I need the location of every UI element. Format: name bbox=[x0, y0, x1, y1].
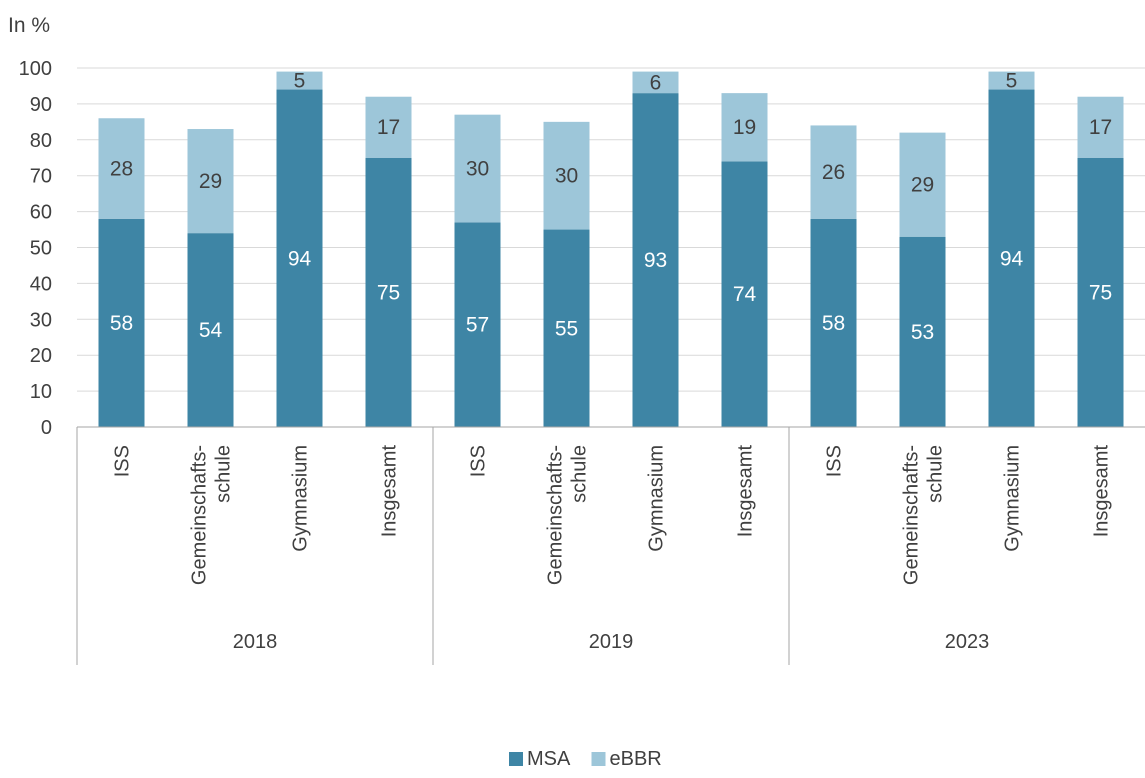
y-tick-label: 70 bbox=[30, 166, 52, 188]
y-tick-label: 50 bbox=[30, 238, 52, 260]
bar-ebbr-11 bbox=[988, 71, 1035, 90]
bar-ebbr-7 bbox=[632, 71, 679, 94]
bar-ebbr-6 bbox=[543, 121, 590, 230]
x-category-label: Insgesamt bbox=[735, 445, 757, 538]
x-category-label: Gymnasium bbox=[290, 445, 312, 552]
y-tick-label: 80 bbox=[30, 130, 52, 152]
legend-label-msa: MSA bbox=[527, 748, 571, 770]
y-tick-label: 100 bbox=[19, 58, 52, 80]
x-category-label: ISS bbox=[468, 445, 490, 477]
bar-msa-12 bbox=[1077, 157, 1124, 427]
x-category-label: ISS bbox=[112, 445, 134, 477]
bar-msa-2 bbox=[187, 233, 234, 427]
y-tick-label: 0 bbox=[41, 417, 52, 439]
y-axis-unit-label: In % bbox=[8, 14, 50, 37]
data-label-msa: 93 bbox=[644, 249, 667, 272]
data-label-msa: 94 bbox=[288, 247, 312, 270]
x-category-label: ISS bbox=[824, 445, 846, 477]
bar-ebbr-2 bbox=[187, 129, 234, 234]
data-label-msa: 58 bbox=[110, 312, 133, 335]
bar-msa-10 bbox=[899, 236, 946, 427]
data-label-ebbr: 19 bbox=[733, 116, 756, 139]
y-tick-label: 40 bbox=[30, 273, 52, 295]
data-label-msa: 94 bbox=[1000, 247, 1024, 270]
data-label-ebbr: 29 bbox=[199, 170, 222, 193]
data-label-ebbr: 26 bbox=[822, 161, 845, 184]
bar-msa-3 bbox=[276, 89, 323, 427]
data-label-msa: 58 bbox=[822, 312, 845, 335]
bar-msa-8 bbox=[721, 161, 768, 427]
x-category-label: Gemeinschafts-schule bbox=[901, 445, 947, 585]
bar-ebbr-4 bbox=[365, 96, 412, 158]
bar-msa-7 bbox=[632, 93, 679, 427]
x-category-label: Gymnasium bbox=[646, 445, 668, 552]
data-label-ebbr: 28 bbox=[110, 158, 133, 181]
x-category-label: Insgesamt bbox=[1091, 445, 1113, 538]
data-label-ebbr: 5 bbox=[1006, 70, 1018, 93]
bar-msa-1 bbox=[98, 218, 145, 427]
bar-msa-6 bbox=[543, 229, 590, 427]
x-group-label: 2023 bbox=[945, 631, 990, 653]
legend-swatch-ebbr bbox=[591, 752, 606, 766]
x-category-label: Gymnasium bbox=[1002, 445, 1024, 552]
bar-ebbr-10 bbox=[899, 132, 946, 237]
y-tick-label: 20 bbox=[30, 345, 52, 367]
y-tick-label: 60 bbox=[30, 202, 52, 224]
bar-msa-4 bbox=[365, 157, 412, 427]
data-label-ebbr: 30 bbox=[466, 158, 489, 181]
data-label-msa: 74 bbox=[733, 283, 757, 306]
x-group-label: 2019 bbox=[589, 631, 634, 653]
bar-ebbr-8 bbox=[721, 93, 768, 162]
bar-ebbr-5 bbox=[454, 114, 501, 223]
data-label-ebbr: 5 bbox=[294, 70, 306, 93]
x-category-label: Gemeinschafts-schule bbox=[189, 445, 235, 585]
data-label-ebbr: 17 bbox=[1089, 116, 1112, 139]
y-tick-label: 30 bbox=[30, 309, 52, 331]
data-label-msa: 55 bbox=[555, 317, 578, 340]
bar-ebbr-1 bbox=[98, 118, 145, 219]
x-category-label: Gemeinschafts-schule bbox=[545, 445, 591, 585]
data-label-ebbr: 17 bbox=[377, 116, 400, 139]
data-label-ebbr: 6 bbox=[650, 71, 662, 94]
x-category-label: Insgesamt bbox=[379, 445, 401, 538]
y-tick-label: 90 bbox=[30, 94, 52, 116]
data-label-msa: 75 bbox=[377, 281, 400, 304]
y-tick-label: 10 bbox=[30, 381, 52, 403]
data-label-msa: 57 bbox=[466, 314, 489, 337]
data-label-msa: 53 bbox=[911, 321, 934, 344]
bar-ebbr-3 bbox=[276, 71, 323, 90]
data-label-msa: 54 bbox=[199, 319, 223, 342]
bar-msa-5 bbox=[454, 222, 501, 427]
data-label-ebbr: 29 bbox=[911, 174, 934, 197]
data-label-ebbr: 30 bbox=[555, 165, 578, 188]
legend-swatch-msa bbox=[509, 752, 523, 766]
bar-ebbr-9 bbox=[810, 125, 857, 219]
x-group-label: 2018 bbox=[233, 631, 278, 653]
bar-msa-9 bbox=[810, 218, 857, 427]
data-label-msa: 75 bbox=[1089, 281, 1112, 304]
bar-msa-11 bbox=[988, 89, 1035, 427]
bar-ebbr-12 bbox=[1077, 96, 1124, 158]
legend-label-ebbr: eBBR bbox=[610, 748, 662, 770]
